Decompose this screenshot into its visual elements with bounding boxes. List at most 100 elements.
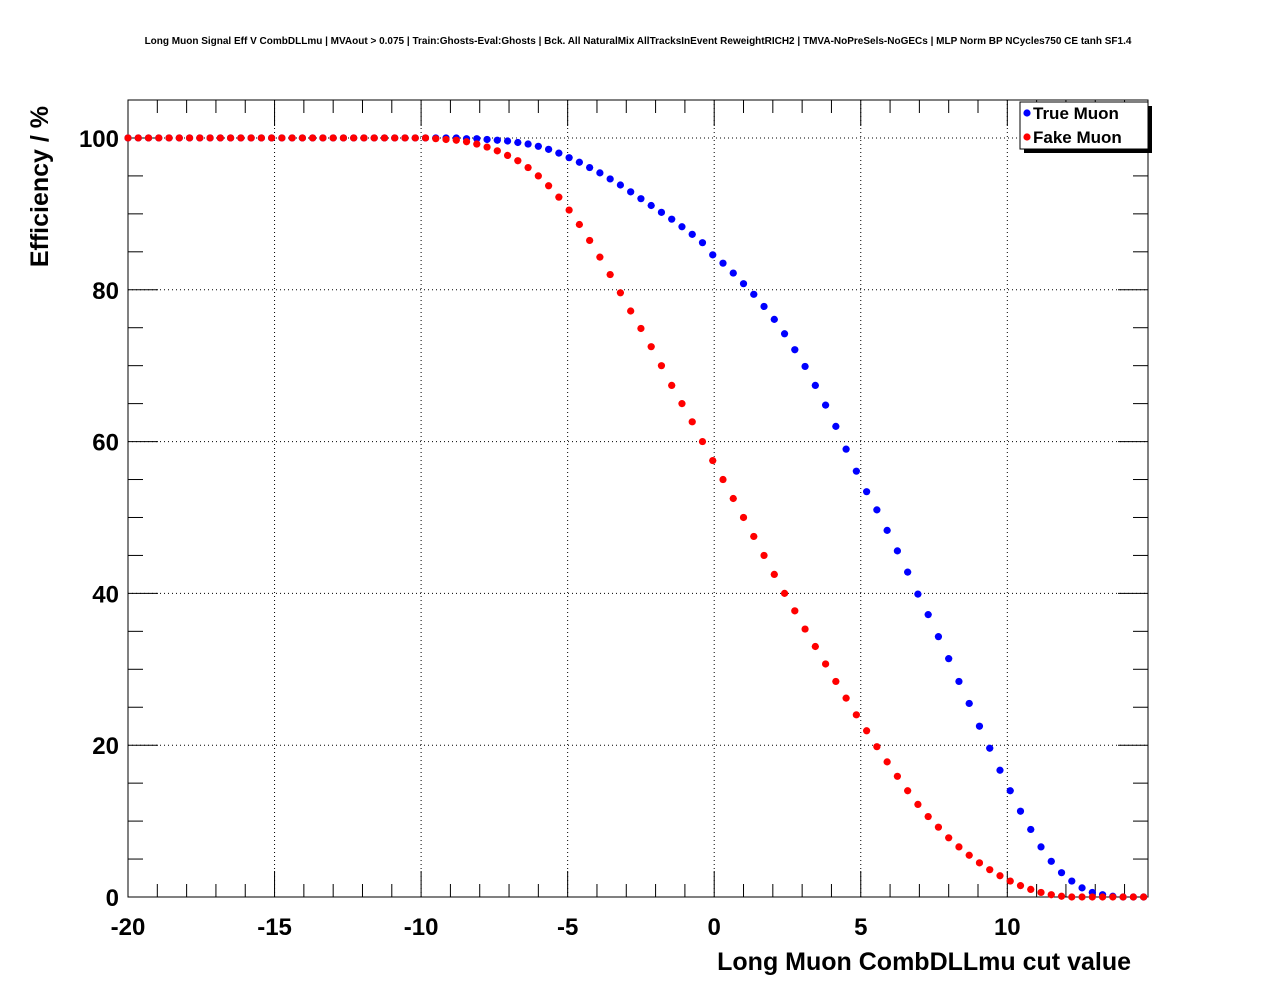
data-point-fake-muon xyxy=(596,253,604,261)
data-point-fake-muon xyxy=(821,660,830,668)
chart-title: Long Muon Signal Eff V CombDLLmu | MVAou… xyxy=(145,36,1132,47)
data-point-true-muon xyxy=(596,169,604,177)
data-point-true-muon xyxy=(904,568,912,576)
data-point-true-muon xyxy=(565,154,573,162)
data-point-fake-muon xyxy=(134,134,142,142)
x-axis-label: Long Muon CombDLLmu cut value xyxy=(717,948,1131,976)
data-point-fake-muon xyxy=(1006,877,1014,885)
data-point-fake-muon xyxy=(309,134,317,142)
data-point-true-muon xyxy=(473,135,481,143)
data-point-fake-muon xyxy=(709,456,717,465)
data-point-fake-muon xyxy=(329,134,337,142)
grid xyxy=(128,100,1148,897)
data-point-fake-muon xyxy=(442,135,450,144)
data-point-true-muon xyxy=(739,280,748,288)
data-point-fake-muon xyxy=(924,812,932,821)
data-point-true-muon xyxy=(893,547,901,555)
data-point-fake-muon xyxy=(144,134,153,142)
data-point-true-muon xyxy=(770,315,778,323)
legend: True Muon Fake Muon xyxy=(1019,101,1152,153)
data-point-fake-muon xyxy=(565,206,573,214)
data-point-fake-muon xyxy=(975,859,984,867)
data-point-fake-muon xyxy=(637,324,645,333)
data-point-true-muon xyxy=(863,488,871,496)
x-tick-label: 0 xyxy=(708,914,721,941)
data-point-true-muon xyxy=(1016,807,1025,815)
data-point-fake-muon xyxy=(216,134,224,142)
data-point-true-muon xyxy=(606,175,614,183)
data-point-true-muon xyxy=(483,135,491,144)
data-point-fake-muon xyxy=(350,134,358,142)
data-point-true-muon xyxy=(873,506,881,514)
data-point-true-muon xyxy=(657,208,666,216)
data-point-true-muon xyxy=(986,744,994,752)
legend-label-fake-muon: Fake Muon xyxy=(1033,128,1122,147)
data-point-true-muon xyxy=(1057,869,1066,877)
data-point-true-muon xyxy=(688,230,696,238)
data-point-fake-muon xyxy=(421,134,430,142)
data-point-fake-muon xyxy=(432,135,440,143)
data-point-fake-muon xyxy=(934,823,943,831)
data-point-fake-muon xyxy=(627,307,635,315)
y-tick-label: 0 xyxy=(106,885,119,912)
series-fake-muon xyxy=(124,134,1148,901)
x-tick-label: -20 xyxy=(111,914,146,941)
data-point-true-muon xyxy=(1027,825,1035,834)
data-point-fake-muon xyxy=(965,851,973,859)
x-tick-label: -15 xyxy=(257,914,292,941)
data-point-fake-muon xyxy=(698,437,707,446)
data-point-fake-muon xyxy=(1027,885,1035,894)
legend-label-true-muon: True Muon xyxy=(1033,104,1119,123)
data-point-fake-muon xyxy=(401,134,409,142)
data-point-true-muon xyxy=(934,633,943,641)
data-point-fake-muon xyxy=(175,134,183,142)
data-point-true-muon xyxy=(524,140,532,148)
data-point-fake-muon xyxy=(1088,893,1096,901)
data-point-true-muon xyxy=(668,215,676,223)
data-point-true-muon xyxy=(627,188,635,196)
data-point-true-muon xyxy=(791,346,799,354)
x-tick-label: -10 xyxy=(404,914,439,941)
data-point-fake-muon xyxy=(452,136,460,144)
data-point-true-muon xyxy=(719,259,727,267)
data-point-true-muon xyxy=(852,467,860,475)
axis-ticks xyxy=(127,99,1148,898)
data-point-fake-muon xyxy=(914,800,922,808)
data-point-fake-muon xyxy=(339,134,348,142)
data-point-fake-muon xyxy=(185,134,194,142)
data-point-true-muon xyxy=(698,239,707,247)
data-point-fake-muon xyxy=(206,134,214,142)
data-point-fake-muon xyxy=(473,140,481,148)
legend-box xyxy=(1019,101,1149,150)
data-point-fake-muon xyxy=(647,343,655,351)
data-point-true-muon xyxy=(811,381,819,390)
data-point-fake-muon xyxy=(739,513,748,522)
data-point-fake-muon xyxy=(165,134,173,142)
data-point-fake-muon xyxy=(462,138,471,146)
data-point-true-muon xyxy=(975,722,984,730)
data-point-fake-muon xyxy=(811,642,819,651)
data-point-fake-muon xyxy=(904,787,912,795)
data-point-fake-muon xyxy=(380,134,389,142)
data-point-fake-muon xyxy=(514,157,522,165)
data-point-true-muon xyxy=(760,302,768,311)
data-point-fake-muon xyxy=(124,134,132,142)
data-point-fake-muon xyxy=(801,625,809,633)
data-point-fake-muon xyxy=(1078,893,1086,901)
data-point-fake-muon xyxy=(360,134,368,142)
y-tick-label: 60 xyxy=(92,430,119,457)
data-point-fake-muon xyxy=(780,589,789,597)
data-point-fake-muon xyxy=(852,711,860,719)
data-point-fake-muon xyxy=(1129,893,1137,901)
data-point-fake-muon xyxy=(842,694,850,702)
y-tick-label: 40 xyxy=(92,581,119,608)
y-tick-label: 20 xyxy=(92,733,119,760)
plot-frame xyxy=(127,99,1149,898)
data-point-fake-muon xyxy=(257,134,265,142)
data-point-fake-muon xyxy=(298,134,306,142)
data-point-fake-muon xyxy=(863,727,871,735)
y-tick-label: 100 xyxy=(79,126,119,153)
data-point-fake-muon xyxy=(996,872,1004,880)
data-point-fake-muon xyxy=(1047,891,1055,899)
data-point-fake-muon xyxy=(319,134,327,142)
